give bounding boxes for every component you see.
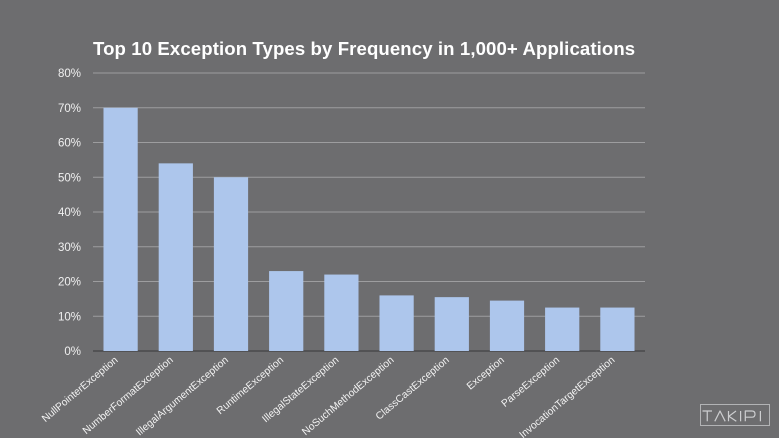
svg-text:30%: 30% bbox=[58, 242, 81, 254]
svg-text:70%: 70% bbox=[58, 103, 81, 115]
svg-text:50%: 50% bbox=[58, 172, 81, 184]
svg-text:10%: 10% bbox=[58, 311, 81, 323]
svg-text:40%: 40% bbox=[58, 207, 81, 219]
svg-text:0%: 0% bbox=[64, 346, 81, 358]
svg-text:IllegalArgumentException: IllegalArgumentException bbox=[134, 355, 231, 438]
svg-text:60%: 60% bbox=[58, 138, 81, 150]
svg-text:NoSuchMethodException: NoSuchMethodException bbox=[300, 355, 396, 438]
svg-text:Exception: Exception bbox=[465, 355, 507, 393]
svg-text:NumberFormatException: NumberFormatException bbox=[81, 355, 176, 437]
svg-text:80%: 80% bbox=[58, 68, 81, 80]
svg-text:InvocationTargetException: InvocationTargetException bbox=[518, 355, 618, 438]
svg-text:20%: 20% bbox=[58, 277, 81, 289]
svg-text:ParseException: ParseException bbox=[500, 355, 563, 410]
